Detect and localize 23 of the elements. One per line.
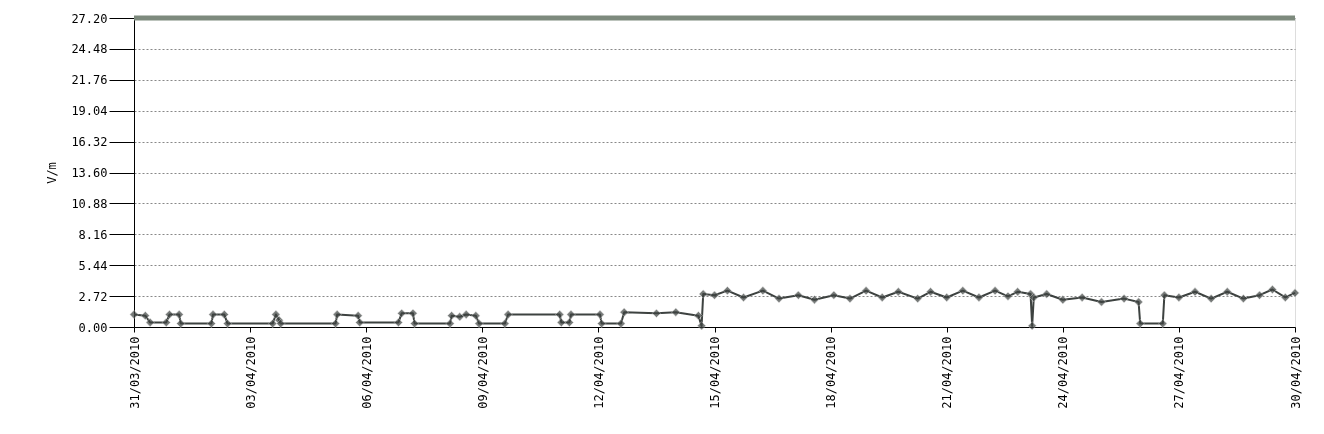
x-tick-label: 09/04/2010 <box>475 336 490 409</box>
x-tick-label: 30/04/2010 <box>1288 336 1303 409</box>
y-axis-title: V/m <box>45 162 60 184</box>
y-tick-label: 16.32 <box>71 135 108 150</box>
x-tick-label: 12/04/2010 <box>591 336 606 409</box>
y-tick-label: 13.60 <box>71 166 108 180</box>
x-tick-label: 18/04/2010 <box>824 336 839 409</box>
y-tick-label: 8.16 <box>78 227 108 242</box>
x-tick-label: 15/04/2010 <box>708 336 722 409</box>
y-tick-label: 19.04 <box>71 104 108 119</box>
y-tick-label: 21.76 <box>71 73 108 88</box>
x-tick-label: 24/04/2010 <box>1056 336 1071 409</box>
y-tick-label: 5.44 <box>78 258 108 273</box>
x-tick-label: 27/04/2010 <box>1172 336 1187 409</box>
y-tick-label: 10.88 <box>71 196 108 211</box>
y-tick-label: 24.48 <box>71 42 108 57</box>
x-tick-label: 03/04/2010 <box>243 336 258 409</box>
x-tick-label: 21/04/2010 <box>940 336 955 409</box>
y-tick-label: 2.72 <box>78 289 108 304</box>
y-tick-label: 27.20 <box>71 11 108 26</box>
x-tick-label: 31/03/2010 <box>127 336 142 409</box>
x-tick-label: 06/04/2010 <box>359 336 374 409</box>
y-tick-label: 0.00 <box>78 320 108 335</box>
